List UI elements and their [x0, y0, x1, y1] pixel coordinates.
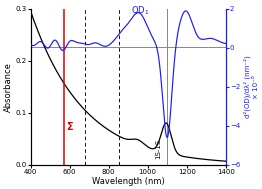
Text: QD$_1$: QD$_1$ [131, 4, 149, 16]
Y-axis label: Absorbance: Absorbance [3, 62, 13, 112]
Text: 1S-1S: 1S-1S [155, 139, 161, 159]
Y-axis label: d²(OD)/dλ² (nm⁻²)
× 10⁻⁶: d²(OD)/dλ² (nm⁻²) × 10⁻⁶ [243, 55, 259, 118]
Text: Σ: Σ [66, 122, 73, 132]
X-axis label: Wavelength (nm): Wavelength (nm) [92, 177, 165, 186]
